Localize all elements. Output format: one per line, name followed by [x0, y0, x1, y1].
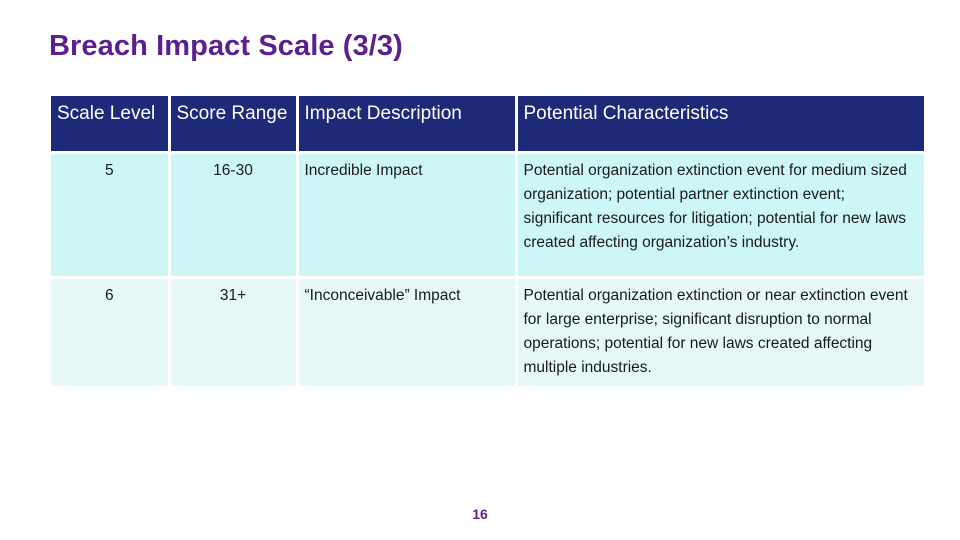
cell-scale-level: 5 — [51, 150, 171, 277]
header-score-range: Score Range — [169, 96, 299, 152]
breach-impact-table: Scale Level Score Range Impact Descripti… — [51, 96, 924, 386]
table-row: 5 16-30 Incredible Impact Potential orga… — [51, 150, 924, 277]
header-potential-characteristics: Potential Characteristics — [516, 96, 924, 152]
header-scale-level: Scale Level — [51, 96, 171, 152]
page-number: 16 — [472, 506, 488, 522]
cell-impact-description: Incredible Impact — [297, 150, 518, 277]
table-row: 6 31+ “Inconceivable” Impact Potential o… — [51, 275, 924, 386]
cell-impact-description: “Inconceivable” Impact — [297, 275, 518, 386]
cell-score-range: 31+ — [169, 275, 299, 386]
slide-title: Breach Impact Scale (3/3) — [49, 30, 403, 62]
cell-potential-characteristics: Potential organization extinction event … — [516, 150, 924, 277]
cell-potential-characteristics: Potential organization extinction or nea… — [516, 275, 924, 386]
table-header-row: Scale Level Score Range Impact Descripti… — [51, 96, 924, 152]
header-impact-description: Impact Description — [297, 96, 518, 152]
cell-scale-level: 6 — [51, 275, 171, 386]
cell-score-range: 16-30 — [169, 150, 299, 277]
